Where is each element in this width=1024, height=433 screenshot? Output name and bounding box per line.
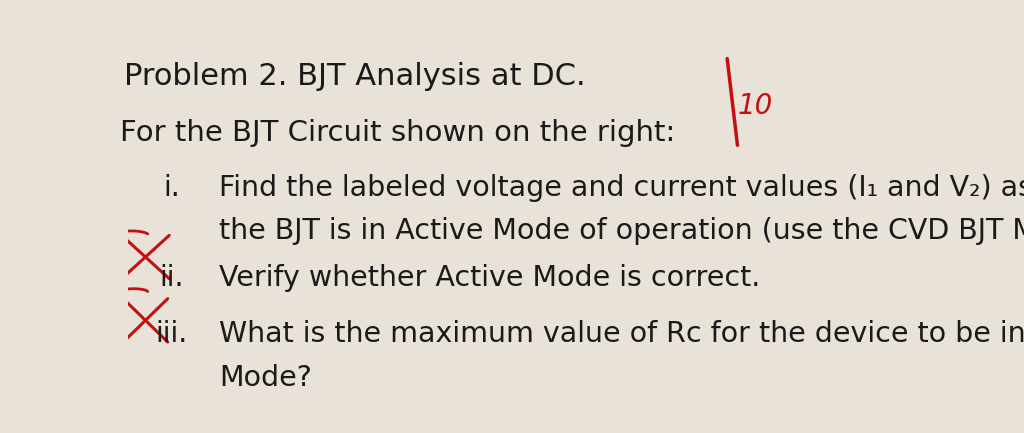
Text: Verify whether Active Mode is correct.: Verify whether Active Mode is correct. [219, 264, 761, 292]
Text: For the BJT Circuit shown on the right:: For the BJT Circuit shown on the right: [120, 119, 675, 147]
Text: ii.: ii. [160, 264, 184, 292]
Text: iii.: iii. [156, 320, 187, 349]
Text: i.: i. [163, 174, 180, 202]
Text: What is the maximum value of Rᴄ for the device to be in Active: What is the maximum value of Rᴄ for the … [219, 320, 1024, 349]
Text: Problem 2. BJT Analysis at DC.: Problem 2. BJT Analysis at DC. [124, 62, 586, 91]
Text: Find the labeled voltage and current values (I₁ and V₂) assuming: Find the labeled voltage and current val… [219, 174, 1024, 202]
Text: the BJT is in Active Mode of operation (use the CVD BJT Model).: the BJT is in Active Mode of operation (… [219, 217, 1024, 245]
Text: 10: 10 [737, 92, 773, 120]
Text: Mode?: Mode? [219, 364, 312, 392]
